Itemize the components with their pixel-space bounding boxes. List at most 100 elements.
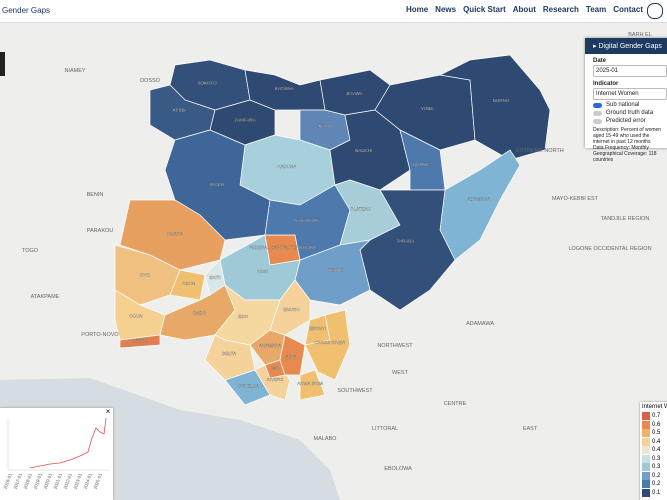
state[interactable] bbox=[299, 369, 326, 401]
place-label: ADAMAWA bbox=[466, 321, 494, 327]
state-label: EBONYI bbox=[309, 326, 326, 331]
state-label: ONDO bbox=[193, 310, 207, 315]
legend-row: 0.3 bbox=[640, 463, 667, 472]
legend-row: 0.3 bbox=[640, 454, 667, 464]
toggle-row: Ground truth data bbox=[593, 110, 667, 116]
state[interactable] bbox=[439, 149, 521, 261]
state-label: OYO bbox=[140, 273, 151, 278]
state-label: CROSS RIVER bbox=[314, 340, 346, 345]
nav-link[interactable]: About bbox=[512, 5, 536, 14]
legend-title: Internet W bbox=[642, 404, 667, 410]
toggle-switch[interactable] bbox=[593, 118, 602, 124]
state-label: KATSINA bbox=[275, 86, 294, 91]
state-label: TARABA bbox=[397, 238, 415, 243]
nav-link[interactable]: Quick Start bbox=[463, 5, 506, 14]
place-label: MALABO bbox=[314, 436, 338, 442]
state-label: NASARAWA bbox=[294, 218, 319, 223]
state-label: EDO bbox=[238, 314, 248, 319]
panel-title-text: Digital Gender Gaps bbox=[598, 43, 662, 50]
x-tick-label: 2018-01 bbox=[23, 472, 34, 490]
legend-swatch bbox=[642, 488, 650, 497]
toggle-label: Sub national bbox=[606, 102, 640, 108]
place-label: EXTREME NORTH bbox=[516, 148, 564, 154]
nav-link[interactable]: Contact bbox=[613, 5, 643, 14]
mini-chart-svg: × 2016-01 2017-01 2018-01 2019-01 2020-01 202… bbox=[3, 407, 111, 490]
state-label: ENUGU bbox=[284, 307, 300, 312]
x-tick-label: 2025-01 bbox=[93, 472, 104, 490]
state[interactable] bbox=[264, 234, 301, 266]
toggle-row: Sub national bbox=[593, 102, 667, 108]
legend-rows: 0.7 0.6 0.5 0.4 0.4 0.3 0.3 0.2 0.2 0.1 bbox=[640, 412, 667, 497]
nav-link[interactable]: News bbox=[435, 5, 457, 14]
toggle-row: Predicted error bbox=[593, 118, 667, 124]
state-label: NIGER bbox=[210, 182, 225, 187]
state-label: KEBBI bbox=[173, 107, 186, 112]
legend-label: 0.6 bbox=[652, 421, 661, 428]
legend-swatch bbox=[642, 437, 650, 446]
state[interactable] bbox=[244, 69, 326, 111]
state[interactable] bbox=[279, 334, 306, 376]
legend-label: 0.4 bbox=[652, 447, 661, 454]
legend-row: 0.7 bbox=[640, 412, 667, 421]
state-label: ZAMFARA bbox=[234, 118, 255, 123]
state-label: ANAMBRA bbox=[259, 343, 281, 348]
brand[interactable]: Gender Gaps bbox=[2, 6, 51, 15]
toggle-label: Ground truth data bbox=[606, 110, 654, 116]
panel-title: ▸ Digital Gender Gaps bbox=[585, 38, 667, 54]
logo bbox=[647, 3, 663, 19]
date-input[interactable]: 2025-01 bbox=[593, 65, 667, 77]
mini-chart: × 2016-01 2017-01 2018-01 2019-01 2020-01 202… bbox=[0, 407, 113, 500]
legend-row: 0.5 bbox=[640, 429, 667, 438]
toggle-switch[interactable] bbox=[593, 110, 602, 116]
legend-row: 0.2 bbox=[640, 471, 667, 481]
place-label: BENIN bbox=[87, 192, 104, 198]
toggle-label: Predicted error bbox=[606, 118, 646, 124]
state-label: GOMBE bbox=[413, 162, 430, 167]
toggle-switch[interactable] bbox=[593, 102, 602, 108]
place-label: LOGONE OCCIDENTAL REGION bbox=[568, 246, 651, 252]
place-label: SOUTHWEST bbox=[337, 388, 373, 394]
state-label: PLATEAU bbox=[351, 207, 371, 212]
state-label: KWARA bbox=[167, 232, 183, 237]
indicator-select[interactable]: Internet Women bbox=[593, 88, 667, 100]
state-label: AKWA IBOM bbox=[297, 381, 323, 386]
legend-swatch bbox=[642, 429, 650, 438]
place-label: EBOLOWA bbox=[384, 466, 412, 472]
place-label: EAST bbox=[523, 426, 538, 432]
legend-row: 0.2 bbox=[640, 480, 667, 489]
legend-label: 0.3 bbox=[652, 464, 661, 471]
nav-link[interactable]: Team bbox=[585, 5, 607, 14]
place-label: DOSSO bbox=[140, 78, 161, 84]
legend-label: 0.2 bbox=[652, 481, 661, 488]
state-label: BENUE bbox=[328, 267, 344, 272]
state[interactable] bbox=[359, 189, 456, 311]
legend-row: 0.4 bbox=[640, 446, 667, 455]
nav-links: Home News Quick Start About Research Team Cont… bbox=[406, 5, 643, 14]
state-label: RIVERS bbox=[267, 377, 284, 382]
place-label: MAYO-KEBBI EST bbox=[552, 196, 599, 202]
nav-link[interactable]: Home bbox=[405, 5, 429, 14]
legend-label: 0.4 bbox=[652, 438, 661, 445]
state[interactable] bbox=[119, 334, 161, 349]
coverage: Geographical Coverage: 118 countries bbox=[593, 151, 657, 163]
legend-swatch bbox=[642, 412, 650, 421]
state-label: ADAMAWA bbox=[467, 197, 490, 202]
x-tick-label: 2016-01 bbox=[3, 472, 14, 490]
place-label: LITTORAL bbox=[372, 426, 398, 432]
x-tick-label: 2019-01 bbox=[33, 472, 44, 490]
place-label: TANDJILE REGION bbox=[601, 216, 650, 222]
state-label: FEDERAL CAPITAL TERRITORY bbox=[249, 245, 316, 250]
legend-swatch bbox=[642, 420, 650, 429]
state-label: OSUN bbox=[182, 281, 195, 286]
state-label: KOGI bbox=[257, 269, 268, 274]
state[interactable] bbox=[438, 54, 551, 161]
state-label: KANO bbox=[319, 124, 332, 129]
close[interactable]: × bbox=[106, 407, 111, 416]
nav-link[interactable]: Research bbox=[542, 5, 579, 14]
side-tab[interactable] bbox=[0, 52, 5, 76]
legend: Internet W 0.7 0.6 0.5 0.4 0.4 0.3 0.3 0.2 0.2 0.… bbox=[640, 402, 667, 500]
state[interactable] bbox=[304, 309, 351, 381]
x-tick-label: 2024-01 bbox=[83, 472, 94, 490]
legend-swatch bbox=[642, 446, 650, 455]
